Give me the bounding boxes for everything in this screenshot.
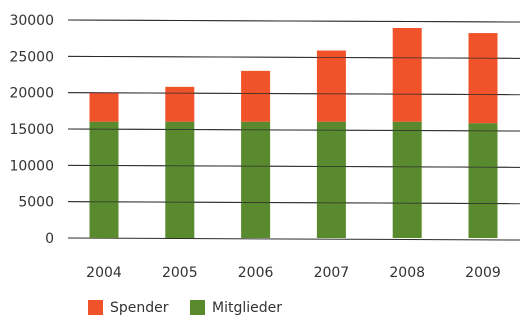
legend-swatch-spender bbox=[88, 300, 103, 315]
y-tick-label: 20000 bbox=[9, 86, 54, 102]
x-tick-label: 2004 bbox=[86, 265, 122, 281]
y-tick-label: 0 bbox=[45, 231, 54, 247]
grid-line-overlay bbox=[67, 128, 521, 132]
x-tick-label: 2008 bbox=[389, 265, 425, 281]
grid-line-overlay bbox=[67, 201, 521, 205]
bar-mitglieder-2007 bbox=[316, 121, 346, 238]
x-tick-label: 2006 bbox=[238, 265, 274, 281]
legend: Spender Mitglieder bbox=[88, 300, 282, 316]
y-axis-tick-labels: 0 5000 10000 15000 20000 25000 30000 bbox=[9, 13, 54, 247]
bar-mitglieder-2009 bbox=[468, 123, 498, 238]
y-tick-label: 5000 bbox=[18, 195, 54, 211]
bar-spender-2007 bbox=[316, 50, 346, 122]
bar-spender-2004 bbox=[89, 92, 119, 122]
legend-label-spender: Spender bbox=[110, 300, 169, 316]
x-tick-label: 2005 bbox=[162, 265, 198, 281]
bar-mitglieder-2005 bbox=[165, 121, 195, 238]
legend-label-mitglieder: Mitglieder bbox=[212, 300, 282, 316]
grid-line-overlay bbox=[67, 92, 521, 96]
grid-line-overlay bbox=[67, 19, 521, 23]
bar-spender-2006 bbox=[241, 70, 271, 122]
y-tick-label: 10000 bbox=[9, 158, 54, 174]
bar-spender-2008 bbox=[392, 27, 422, 122]
x-axis-tick-labels: 2004 2005 2006 2007 2008 2009 bbox=[86, 265, 501, 281]
x-tick-label: 2009 bbox=[465, 265, 501, 281]
x-tick-label: 2007 bbox=[314, 265, 350, 281]
bar-mitglieder-2006 bbox=[241, 121, 271, 238]
grid-line-overlay bbox=[67, 164, 521, 168]
y-tick-label: 25000 bbox=[9, 49, 54, 65]
y-tick-label: 15000 bbox=[9, 122, 54, 138]
legend-swatch-mitglieder bbox=[190, 300, 205, 315]
bar-spender-2005 bbox=[165, 86, 195, 122]
y-tick-label: 30000 bbox=[9, 13, 54, 29]
bar-mitglieder-2008 bbox=[392, 121, 422, 238]
bar-mitglieder-2004 bbox=[89, 121, 119, 238]
bar-spender-2009 bbox=[468, 33, 498, 124]
bars bbox=[67, 19, 521, 238]
grid-line-overlay bbox=[67, 55, 521, 59]
grid-line bbox=[67, 237, 521, 241]
